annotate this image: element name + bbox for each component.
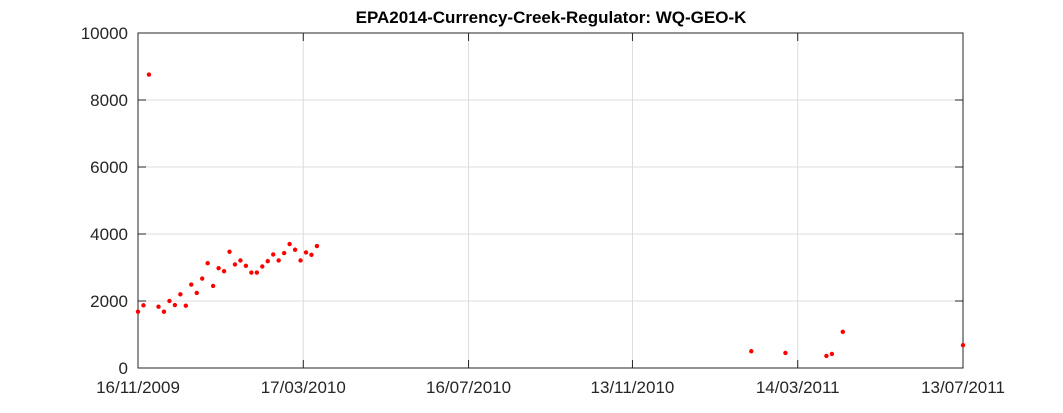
y-tick-label: 0 — [119, 359, 128, 378]
data-point — [146, 72, 152, 77]
data-point — [167, 298, 172, 304]
data-points — [135, 72, 966, 359]
y-tick-label: 6000 — [90, 158, 128, 177]
data-point — [276, 258, 281, 263]
data-point — [260, 264, 265, 269]
data-point — [824, 353, 829, 359]
data-point — [783, 350, 788, 356]
data-point — [829, 351, 835, 357]
data-point — [161, 309, 167, 314]
data-point — [238, 258, 243, 263]
data-point — [840, 329, 846, 335]
data-point — [232, 262, 238, 267]
data-point — [135, 309, 141, 314]
y-tick-label: 4000 — [90, 225, 128, 244]
plot-axes — [137, 32, 964, 369]
data-point — [221, 268, 227, 274]
data-point — [254, 270, 260, 275]
data-point — [205, 260, 210, 266]
x-tick-label: 13/11/2010 — [591, 378, 675, 397]
chart-title: EPA2014-Currency-Creek-Regulator: WQ-GEO… — [356, 8, 747, 27]
data-point — [199, 276, 205, 281]
data-point — [183, 303, 189, 308]
data-point — [227, 249, 232, 254]
data-point — [309, 252, 314, 257]
y-tick-label: 8000 — [90, 91, 128, 110]
data-point — [189, 282, 194, 287]
data-point — [287, 241, 292, 247]
data-point — [265, 258, 270, 264]
x-tick-label: 16/11/2009 — [96, 378, 180, 397]
y-tick-label: 10000 — [81, 24, 128, 43]
data-point — [141, 303, 146, 308]
data-point — [960, 343, 966, 348]
data-point — [249, 270, 254, 275]
data-point — [303, 250, 309, 255]
data-point — [172, 302, 178, 308]
x-tick-label: 13/07/2011 — [921, 378, 1005, 397]
data-point — [298, 258, 303, 263]
x-tick-label: 16/07/2010 — [426, 378, 511, 397]
data-point — [178, 292, 183, 297]
data-point — [194, 290, 199, 296]
data-point — [271, 252, 276, 257]
grid-lines — [137, 32, 964, 369]
data-point — [281, 250, 287, 256]
data-point — [243, 263, 249, 269]
x-tick-label: 14/03/2011 — [756, 378, 840, 397]
data-point — [216, 265, 221, 271]
x-tick-label: 17/03/2010 — [261, 378, 346, 397]
plot-frame — [137, 32, 964, 369]
tick-labels: 16/11/2009 17/03/2010 16/07/2010 13/11/2010… — [81, 24, 1005, 397]
y-tick-label: 2000 — [90, 292, 128, 311]
data-point — [210, 283, 216, 289]
data-point — [156, 304, 161, 309]
data-point — [749, 349, 754, 354]
data-point — [314, 243, 320, 249]
data-point — [292, 247, 298, 252]
